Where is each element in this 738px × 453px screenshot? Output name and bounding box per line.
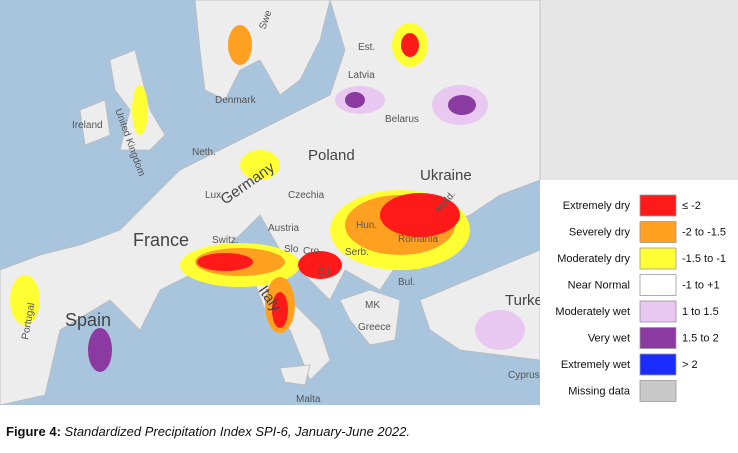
country-label: MK — [365, 300, 380, 311]
legend-range: 1.5 to 2 — [682, 333, 719, 345]
legend-swatch — [639, 274, 677, 296]
country-label: Czechia — [288, 190, 325, 201]
dry-patch — [401, 33, 419, 57]
legend-swatch — [639, 300, 677, 323]
country-label: Bul. — [398, 277, 415, 288]
legend-swatch — [639, 327, 677, 349]
wet-patch — [88, 328, 112, 372]
dry-patch — [197, 253, 253, 271]
dry-patch — [10, 275, 40, 325]
legend-label: Missing data — [568, 386, 631, 398]
legend-range: 1 to 1.5 — [682, 306, 719, 318]
country-label: Ireland — [72, 120, 103, 131]
wet-patch — [475, 310, 525, 350]
legend-label: Near Normal — [568, 280, 630, 292]
legend-label: Moderately wet — [555, 306, 630, 318]
country-label: Neth. — [192, 147, 216, 158]
country-label: Ukraine — [420, 167, 472, 184]
country-label: Belarus — [385, 114, 419, 125]
dry-patch — [298, 251, 342, 279]
legend-bg — [540, 180, 738, 405]
dry-patch — [132, 85, 148, 135]
country-label: Latvia — [348, 70, 375, 81]
legend-range: ≤ -2 — [682, 200, 701, 212]
country-label: Cyprus — [508, 370, 540, 381]
dry-patch — [272, 292, 288, 328]
country-label: Turkey — [505, 292, 551, 309]
wet-patch — [448, 95, 476, 115]
country-label: Est. — [358, 42, 375, 53]
country-label: Hun. — [356, 220, 377, 231]
caption-label: Figure 4: — [6, 424, 61, 439]
country-label: Greece — [358, 322, 391, 333]
caption-text: Standardized Precipitation Index SPI-6, … — [64, 424, 410, 439]
legend: Extremely dry ≤ -2 Severely dry -2 to -1.5 M… — [540, 180, 738, 405]
legend-swatch — [639, 380, 677, 402]
legend-range: -2 to -1.5 — [682, 227, 726, 239]
legend-range: > 2 — [682, 359, 698, 371]
spi-patches — [10, 23, 525, 372]
missing-area — [540, 0, 738, 180]
legend-swatch — [639, 247, 677, 270]
dry-patch — [380, 193, 460, 237]
legend-swatch — [639, 221, 677, 243]
legend-swatch — [639, 353, 677, 376]
country-label: Spain — [65, 310, 111, 330]
legend-range: -1.5 to -1 — [682, 253, 726, 265]
map: Swe Est. Latvia Belarus Denmark Poland U… — [0, 0, 738, 406]
legend-swatch — [639, 194, 677, 217]
country-label: France — [133, 230, 189, 250]
legend-label: Severely dry — [569, 227, 631, 239]
legend-label: Moderately dry — [557, 253, 630, 265]
country-label: Romania — [398, 234, 438, 245]
country-label: Malta — [296, 394, 321, 405]
legend-range: -1 to +1 — [682, 280, 720, 292]
country-label: B.H. — [318, 267, 337, 278]
country-label: Switz. — [212, 235, 239, 246]
country-label: Serb. — [345, 247, 369, 258]
dry-patch — [240, 150, 280, 180]
country-label: Austria — [268, 223, 300, 234]
wet-patch — [345, 92, 365, 108]
country-label: Cro — [303, 246, 320, 257]
caption: Figure 4: Standardized Precipitation Ind… — [6, 424, 410, 439]
legend-label: Very wet — [588, 333, 630, 345]
country-label: Slo — [284, 244, 299, 255]
legend-label: Extremely wet — [561, 359, 630, 371]
country-label: Lux. — [205, 190, 224, 201]
country-label: Denmark — [215, 95, 257, 106]
legend-label: Extremely dry — [563, 200, 631, 212]
country-label: Poland — [308, 147, 355, 164]
dry-patch — [228, 25, 252, 65]
